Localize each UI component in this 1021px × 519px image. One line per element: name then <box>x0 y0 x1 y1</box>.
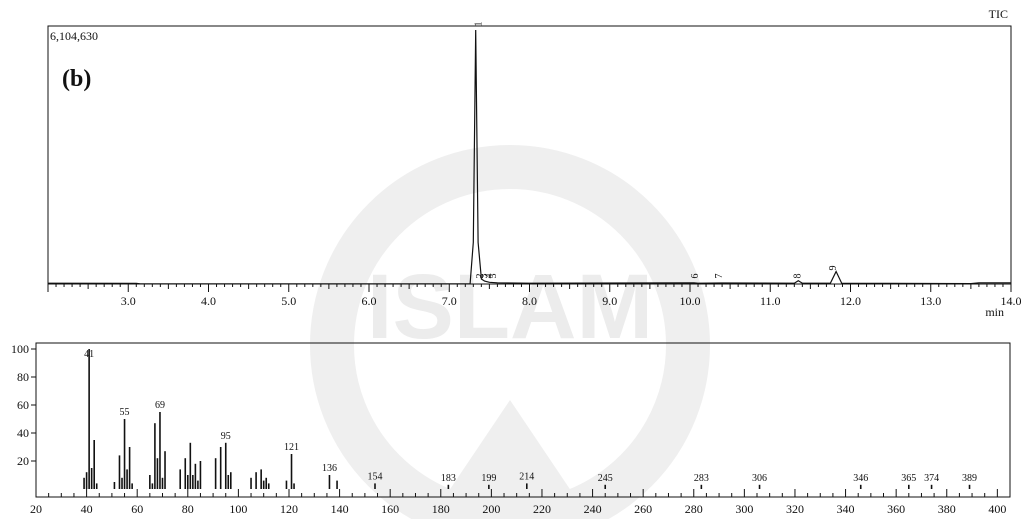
ms-peak-label: 306 <box>752 473 767 484</box>
tic-x-tick-label: 7.0 <box>442 294 457 308</box>
tic-x-tick-label: 13.0 <box>920 294 941 308</box>
ms-peak-label: 214 <box>519 471 534 482</box>
tic-axis-tick-labels: 3.0 4.0 5.0 6.0 7.0 8.0 9.0 10.0 11.0 12.0 13.0 14.… <box>121 294 1021 308</box>
ms-x-tick-label: 360 <box>887 502 905 516</box>
ms-x-tick-label: 140 <box>331 502 349 516</box>
ms-y-tick-label: 40 <box>17 426 29 440</box>
ms-peak-label: 183 <box>441 473 456 484</box>
ms-peak-label: 95 <box>221 431 231 442</box>
ms-y-tick-label: 20 <box>17 454 29 468</box>
ms-x-tick-label: 20 <box>30 502 42 516</box>
ms-x-axis-ticks: 20 40 60 80 100 120 140 160 180 200 220 240 260 280 30… <box>30 489 1011 516</box>
ms-x-tick-label: 180 <box>432 502 450 516</box>
tic-x-tick-label: 9.0 <box>602 294 617 308</box>
ms-x-tick-label: 200 <box>482 502 500 516</box>
ms-x-tick-label: 340 <box>837 502 855 516</box>
tic-x-tick-label: 3.0 <box>121 294 136 308</box>
ms-peak-label: 389 <box>962 473 977 484</box>
ms-peaks <box>83 349 971 489</box>
ms-peak-label: 136 <box>322 463 337 474</box>
tic-peak-label: 2 <box>475 274 486 279</box>
ms-peak-label: 245 <box>598 473 613 484</box>
tic-x-tick-label: 5.0 <box>281 294 296 308</box>
ms-x-tick-label: 120 <box>280 502 298 516</box>
ms-x-tick-label: 100 <box>229 502 247 516</box>
ms-x-tick-label: 260 <box>634 502 652 516</box>
ms-x-tick-label: 400 <box>988 502 1006 516</box>
ms-y-tick-label: 80 <box>17 370 29 384</box>
ms-x-tick-label: 280 <box>685 502 703 516</box>
tic-x-tick-label: 4.0 <box>201 294 216 308</box>
ms-x-tick-label: 380 <box>938 502 956 516</box>
tic-trace <box>47 29 1011 285</box>
ms-plot-frame <box>35 342 1011 498</box>
ms-peak-label: 365 <box>901 473 916 484</box>
tic-x-tick-label: 8.0 <box>522 294 537 308</box>
tic-axis-ticks <box>47 284 1012 292</box>
tic-x-tick-label: 12.0 <box>840 294 861 308</box>
ms-x-tick-label: 40 <box>81 502 93 516</box>
watermark: ISLAM <box>310 145 710 519</box>
ms-peak-label: 121 <box>284 442 299 453</box>
ms-y-tick-label: 100 <box>11 342 29 356</box>
ms-x-tick-label: 60 <box>131 502 143 516</box>
ms-peak-label: 55 <box>120 407 130 418</box>
ms-peak-label: 154 <box>368 471 383 482</box>
ms-y-axis-ticks: 20 40 60 80 100 <box>11 342 36 468</box>
ms-peak-label: 199 <box>481 473 496 484</box>
panel-label: (b) <box>62 66 91 92</box>
ms-x-tick-label: 80 <box>182 502 194 516</box>
ms-peak-label: 283 <box>694 473 709 484</box>
tic-peak-label: 6 <box>690 274 701 279</box>
tic-peak-label: 1 <box>473 22 484 27</box>
ms-x-tick-label: 300 <box>735 502 753 516</box>
tic-peak-label: 8 <box>793 274 804 279</box>
tic-peak-label: 3 <box>479 274 490 279</box>
tic-peak-label: 5 <box>488 274 499 279</box>
ms-peak-label: 346 <box>853 473 868 484</box>
tic-trace-line <box>47 29 1011 285</box>
tic-x-tick-label: 6.0 <box>362 294 377 308</box>
tic-peak-label: 7 <box>714 274 725 279</box>
x-axis-unit-label: min <box>985 305 1004 319</box>
tic-chromatogram: 6,104,630 (b) TIC min 3.0 4.0 5.0 6.0 7.0 8.0… <box>47 7 1021 319</box>
ms-peak-labels: 41 55 69 95 121 136 154 183 199 214 245 283 306 346 36… <box>84 349 977 484</box>
ms-y-tick-label: 60 <box>17 398 29 412</box>
ms-x-tick-label: 160 <box>381 502 399 516</box>
tic-trace-label: TIC <box>989 7 1008 21</box>
tic-peak-label: 4 <box>484 274 495 279</box>
tic-x-tick-label: 14.0 <box>1001 294 1021 308</box>
ms-peak-label: 41 <box>84 349 94 360</box>
tic-ymax-label: 6,104,630 <box>50 29 98 43</box>
tic-x-tick-label: 10.0 <box>680 294 701 308</box>
ms-peak-label: 69 <box>155 400 165 411</box>
mass-spectrum: 20 40 60 80 100 20 40 60 80 100 120 140 160 180 200 22… <box>11 342 1011 516</box>
ms-x-tick-label: 220 <box>533 502 551 516</box>
ms-peak-label: 374 <box>924 473 939 484</box>
watermark-text: ISLAM <box>367 256 653 358</box>
tic-x-tick-label: 11.0 <box>760 294 781 308</box>
tic-peak-label: 9 <box>828 266 839 271</box>
ms-x-tick-label: 240 <box>584 502 602 516</box>
ms-x-tick-label: 320 <box>786 502 804 516</box>
